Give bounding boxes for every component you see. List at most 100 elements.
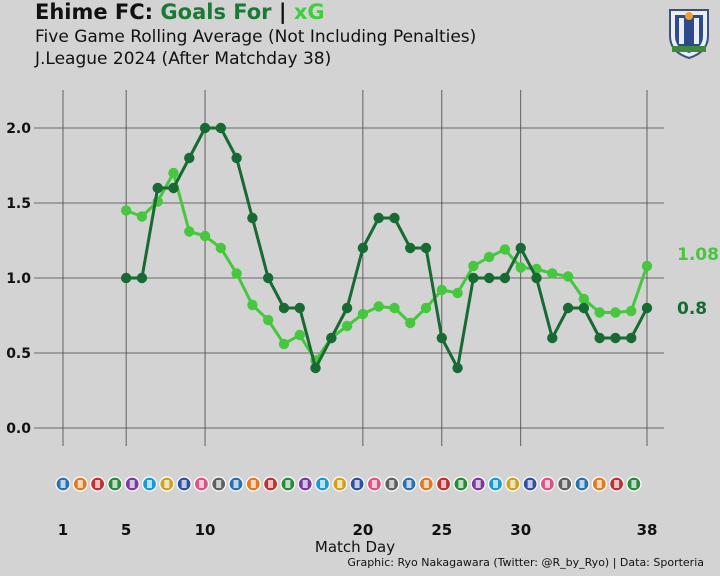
data-point-xg (136, 211, 148, 222)
y-tick-label: 0.0 (6, 421, 31, 437)
data-point-goals (120, 272, 132, 284)
data-point-goals (247, 212, 258, 224)
opponent-crest-icon (522, 476, 538, 492)
opponent-crest-icon (263, 476, 279, 492)
opponent-crest-icon (332, 476, 348, 492)
data-point-xg (468, 260, 479, 272)
crest-mark (389, 480, 395, 488)
crest-mark (147, 480, 152, 488)
opponent-crest-icon (453, 476, 469, 492)
y-tick-label: 1.5 (6, 196, 31, 212)
opponent-crest-icon (314, 476, 331, 492)
opponent-crest-icon (574, 476, 590, 492)
title-team: Ehime FC: (35, 0, 154, 24)
data-point-xg (405, 317, 416, 329)
data-point-goals (389, 212, 400, 224)
opponent-crest-icon (159, 476, 175, 492)
crest-mark (631, 480, 637, 488)
x-tick-label: 25 (431, 521, 452, 539)
chart-title: Ehime FC: Goals For | xG (35, 0, 325, 24)
crest-mark (181, 480, 187, 488)
crest-mark (233, 480, 239, 488)
data-point-xg (436, 284, 448, 296)
crest-mark (371, 480, 377, 488)
crest-mark (164, 480, 170, 488)
data-point-goals (626, 332, 637, 344)
crest-mark (268, 480, 274, 488)
opponent-crest-icon (487, 476, 504, 492)
crest-mark (285, 480, 291, 488)
crest-mark (60, 480, 66, 488)
crest-mark (354, 480, 360, 488)
club-crest-icon (666, 6, 712, 64)
data-point-goals (405, 242, 416, 254)
data-point-xg (499, 244, 511, 255)
data-point-xg (199, 230, 211, 242)
opponent-crest-icon (193, 476, 209, 492)
data-point-xg (184, 226, 195, 237)
crest-mark (475, 480, 481, 488)
opponent-crest-icon (107, 476, 123, 492)
data-point-xg (215, 242, 227, 254)
data-point-xg (389, 302, 400, 314)
data-point-xg (294, 329, 305, 341)
crest-mark (458, 480, 464, 488)
data-point-goals (578, 302, 590, 314)
crest-mark (544, 480, 550, 488)
crest-mark (112, 480, 118, 488)
x-tick-label: 30 (510, 521, 531, 539)
data-point-goals (184, 152, 195, 164)
data-point-xg (515, 262, 526, 273)
opponent-crest-icon (418, 476, 434, 492)
data-point-xg (641, 260, 653, 272)
data-point-goals (373, 212, 384, 224)
data-point-xg (120, 205, 132, 216)
opponent-crest-icon (401, 476, 417, 492)
crest-mark (216, 480, 222, 488)
end-label-xg: 1.08 (677, 245, 719, 265)
subtitle-1: Five Game Rolling Average (Not Including… (35, 27, 477, 47)
data-point-xg (594, 307, 605, 318)
opponent-crest-icon (436, 476, 452, 492)
data-point-xg (610, 307, 621, 318)
end-label-goals: 0.8 (677, 299, 707, 319)
crest-mark (129, 480, 135, 488)
data-point-goals (420, 242, 432, 254)
data-point-xg (626, 305, 637, 317)
opponent-crest-icon (245, 476, 261, 492)
opponent-crest-icon (591, 476, 607, 492)
data-point-xg (278, 338, 290, 350)
data-point-goals (499, 272, 511, 284)
opponent-crest-icon (349, 476, 365, 492)
title-goals-for: Goals For (160, 0, 272, 24)
crest-mark (337, 480, 343, 488)
data-point-xg (341, 320, 353, 332)
opponent-crest-icon (366, 476, 382, 492)
data-point-goals (168, 182, 179, 194)
crest-mark (250, 480, 256, 488)
opponent-crest-icon (89, 476, 106, 492)
data-point-goals (515, 242, 526, 254)
opponent-crest-icon (55, 476, 71, 492)
opponent-crest-icon (297, 476, 313, 492)
data-point-goals (357, 242, 369, 254)
subtitle-2: J.League 2024 (After Matchday 38) (35, 49, 332, 69)
crest-mark (614, 480, 620, 488)
data-point-goals (468, 272, 479, 284)
x-tick-label: 10 (195, 521, 216, 539)
data-point-goals (641, 302, 653, 314)
footer-credit: Graphic: Ryo Nakagawara (Twitter: @R_by_… (347, 556, 704, 569)
opponent-crest-icon (176, 476, 192, 492)
data-point-goals (562, 302, 574, 314)
data-point-goals (610, 332, 621, 344)
x-tick-label: 5 (121, 521, 131, 539)
data-point-goals (152, 182, 163, 194)
data-point-goals (436, 332, 448, 344)
data-point-xg (578, 293, 590, 305)
opponent-crest-icon (141, 476, 158, 492)
opponent-crest-icon (470, 476, 486, 492)
series-line-goals (126, 126, 649, 370)
crest-mark (406, 480, 412, 488)
title-xg: xG (293, 0, 325, 24)
